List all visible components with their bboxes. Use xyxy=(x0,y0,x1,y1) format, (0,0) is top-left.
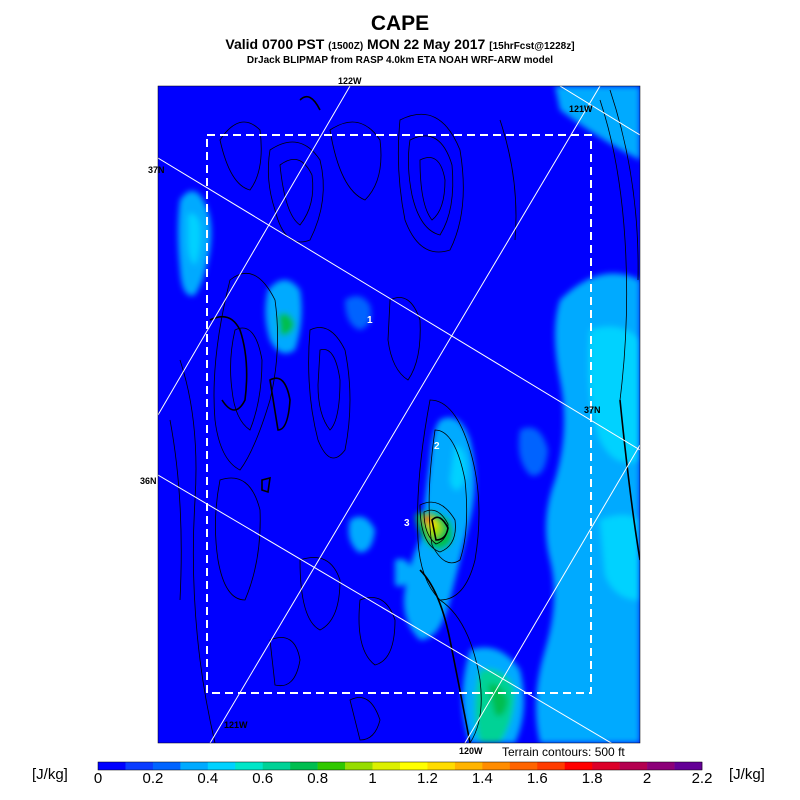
colorbar-swatch xyxy=(537,762,566,770)
colorbar-tick: 2 xyxy=(642,770,652,787)
colorbar-tick: 0 xyxy=(93,770,103,787)
label-121w-top: 121W xyxy=(569,104,593,114)
colorbar-tick: 1.6 xyxy=(526,770,548,787)
colorbar-tick: 1.2 xyxy=(417,770,438,787)
colorbar-swatch xyxy=(400,762,428,770)
colorbar-frame xyxy=(97,761,703,771)
colorbar-swatch xyxy=(180,762,209,770)
colorbar-tick: 2.2 xyxy=(691,770,713,787)
point-label-1: 1 xyxy=(367,315,373,326)
colorbar-swatch xyxy=(152,762,181,770)
colorbar-swatch xyxy=(647,762,675,770)
colorbar-tick: 1 xyxy=(368,770,377,787)
colorbar-tick: 1.4 xyxy=(471,770,493,787)
point-label-2: 2 xyxy=(434,441,440,452)
subtitle-valid-time: Valid 0700 PST xyxy=(225,36,325,52)
label-122w-top: 122W xyxy=(338,76,362,86)
dashed-domain-box xyxy=(206,134,592,694)
colorbar-unit-right: [J/kg] xyxy=(729,766,765,783)
colorbar-unit-left: [J/kg] xyxy=(32,766,68,783)
terrain-contours xyxy=(169,89,639,743)
colorbar-tick: 0.8 xyxy=(307,770,329,787)
valid-time-subtitle: Valid 0700 PST (1500Z) MON 22 May 2017 [… xyxy=(0,36,800,52)
subtitle-utc-time: (1500Z) xyxy=(328,41,364,52)
colorbar-swatch xyxy=(345,762,373,770)
label-37n-left: 37N xyxy=(148,165,165,175)
colorbar-tick: 0.4 xyxy=(197,770,219,787)
map-frame xyxy=(157,85,641,744)
model-credit: DrJack BLIPMAP from RASP 4.0km ETA NOAH … xyxy=(246,55,554,66)
cape-patches xyxy=(178,86,640,743)
terrain-contours-note: Terrain contours: 500 ft xyxy=(502,745,625,759)
colorbar-swatch xyxy=(482,762,511,770)
subtitle-forecast-info: [15hrFcst@1228z] xyxy=(489,41,575,52)
colorbar-swatch xyxy=(235,762,264,770)
label-120w-bottom: 120W xyxy=(459,746,483,756)
colorbar-swatch xyxy=(98,762,126,770)
point-label-3: 3 xyxy=(404,518,410,529)
colorbar-swatch xyxy=(262,762,291,770)
colorbar-tick: 0.2 xyxy=(142,770,164,787)
colorbar-swatch xyxy=(509,762,538,770)
colorbar-swatch xyxy=(125,762,154,770)
colorbar-tick: 1.8 xyxy=(581,770,603,787)
colorbar-swatch xyxy=(372,762,401,770)
colorbar-swatch xyxy=(207,762,236,770)
colorbar-swatch xyxy=(427,762,456,770)
point-labels: 1 2 3 xyxy=(367,315,440,529)
colorbar-swatch xyxy=(454,762,483,770)
colorbar-swatch xyxy=(290,762,318,770)
colorbar-tick: 0.6 xyxy=(252,770,274,787)
colorbar-swatch xyxy=(564,762,593,770)
colorbar xyxy=(97,761,703,771)
colorbar-swatch xyxy=(592,762,620,770)
terrain-contours-bold xyxy=(209,95,640,743)
label-37n-right: 37N xyxy=(584,405,601,415)
colorbar-swatch xyxy=(619,762,648,770)
subtitle-date: MON 22 May 2017 xyxy=(367,36,486,52)
graticule xyxy=(158,86,640,743)
label-36n-left: 36N xyxy=(140,476,157,486)
chart-title: CAPE xyxy=(370,12,430,35)
colorbar-swatch xyxy=(674,762,703,770)
colorbar-swatch xyxy=(317,762,346,770)
label-121w-bottom: 121W xyxy=(224,720,248,730)
